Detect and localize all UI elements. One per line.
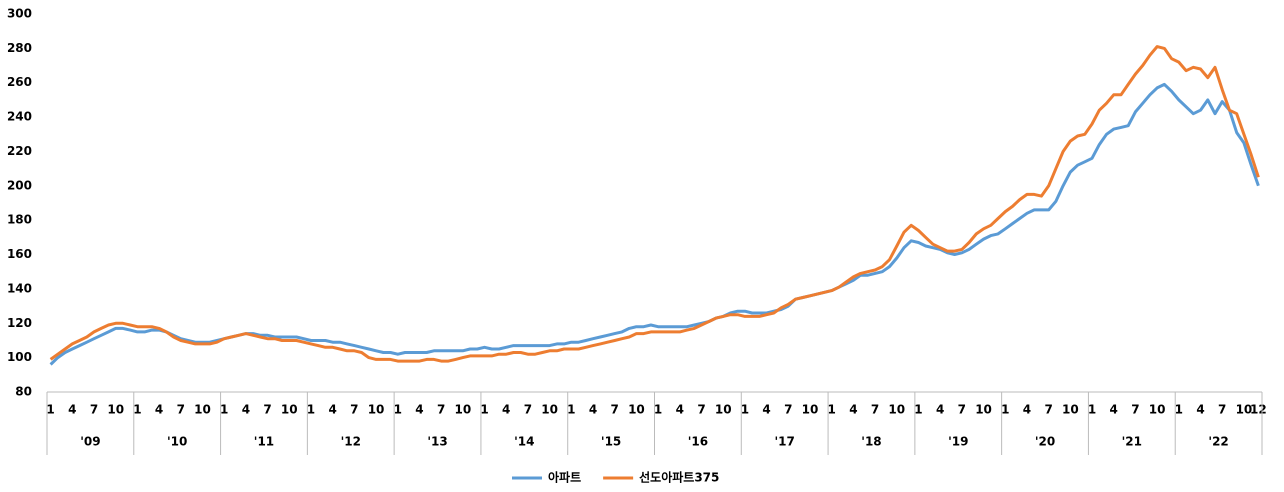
y-tick-label: 300: [7, 7, 32, 21]
x-tick-label: 7: [958, 403, 966, 417]
x-tick-label: 4: [676, 403, 684, 417]
x-tick-label: 1: [914, 403, 922, 417]
x-tick-label: 10: [107, 403, 124, 417]
x-group-label: '18: [861, 435, 881, 449]
x-tick-label: 1: [567, 403, 575, 417]
x-tick-label: 1: [133, 403, 141, 417]
y-tick-label: 260: [7, 75, 32, 89]
x-tick-label: 7: [177, 403, 185, 417]
x-tick-label: 4: [1196, 403, 1204, 417]
x-tick-label: 10: [454, 403, 471, 417]
x-tick-label: 4: [68, 403, 76, 417]
x-group-label: '12: [341, 435, 361, 449]
y-tick-label: 80: [15, 385, 32, 399]
x-tick-label: 1: [654, 403, 662, 417]
x-tick-label: 4: [328, 403, 336, 417]
x-tick-label: 10: [541, 403, 558, 417]
x-tick-label: 1: [828, 403, 836, 417]
x-tick-label: 1: [220, 403, 228, 417]
x-tick-label: 1: [46, 403, 54, 417]
x-tick-label: 10: [888, 403, 905, 417]
x-tick-label: 4: [1023, 403, 1031, 417]
x-tick-label: 7: [1218, 403, 1226, 417]
x-group-label: '20: [1035, 435, 1055, 449]
y-tick-label: 140: [7, 281, 32, 295]
x-group-label: '10: [167, 435, 187, 449]
x-tick-label: 7: [90, 403, 98, 417]
x-tick-label: 4: [589, 403, 597, 417]
y-tick-label: 240: [7, 110, 32, 124]
legend-label: 아파트: [548, 470, 581, 485]
x-tick-label: 7: [437, 403, 445, 417]
data-line: [49, 45, 1260, 363]
x-tick-label: 10: [1062, 403, 1079, 417]
x-tick-label: 10: [802, 403, 819, 417]
x-group-label: '22: [1208, 435, 1228, 449]
x-tick-label: 7: [611, 403, 619, 417]
legend-label: 선도아파트375: [639, 470, 719, 485]
y-tick-label: 280: [7, 41, 32, 55]
x-tick-label: 10: [368, 403, 385, 417]
y-tick-label: 220: [7, 144, 32, 158]
x-tick-label: 1: [1001, 403, 1009, 417]
x-group-label: '09: [80, 435, 100, 449]
x-tick-label: 10: [1149, 403, 1166, 417]
x-tick-label: 1: [480, 403, 488, 417]
x-group-label: '21: [1122, 435, 1142, 449]
x-tick-label: 4: [415, 403, 423, 417]
x-tick-label: 4: [849, 403, 857, 417]
x-tick-label: 4: [242, 403, 250, 417]
y-tick-label: 120: [7, 316, 32, 330]
x-tick-label: 10: [975, 403, 992, 417]
x-tick-label: 7: [524, 403, 532, 417]
x-group-label: '11: [254, 435, 274, 449]
x-tick-label: 1: [741, 403, 749, 417]
x-tick-label: 1: [1175, 403, 1183, 417]
x-tick-label: 4: [762, 403, 770, 417]
x-tick-label: 1: [307, 403, 315, 417]
y-tick-label: 200: [7, 178, 32, 192]
y-tick-label: 180: [7, 213, 32, 227]
x-tick-label: 7: [871, 403, 879, 417]
x-tick-label: 7: [784, 403, 792, 417]
x-group-label: '19: [948, 435, 968, 449]
x-tick-label: 1: [1088, 403, 1096, 417]
data-line: [49, 82, 1260, 366]
x-tick-label: 10: [194, 403, 211, 417]
y-tick-label: 160: [7, 247, 32, 261]
x-tick-label: 7: [350, 403, 358, 417]
x-group-label: '15: [601, 435, 621, 449]
x-tick-label: 4: [502, 403, 510, 417]
x-tick-label: 1: [394, 403, 402, 417]
x-tick-label: 7: [263, 403, 271, 417]
x-tick-label: 4: [155, 403, 163, 417]
x-tick-label: 7: [1044, 403, 1052, 417]
y-tick-label: 100: [7, 350, 32, 364]
x-tick-label: 10: [715, 403, 732, 417]
x-group-label: '16: [688, 435, 708, 449]
x-tick-label: 10: [281, 403, 298, 417]
x-group-label: '14: [514, 435, 534, 449]
x-tick-label: 10: [1236, 403, 1253, 417]
x-group-label: '13: [427, 435, 447, 449]
x-tick-label: 10: [628, 403, 645, 417]
x-tick-label: 4: [936, 403, 944, 417]
x-tick-label: 7: [697, 403, 705, 417]
x-tick-label: 7: [1131, 403, 1139, 417]
x-tick-label: 4: [1110, 403, 1118, 417]
x-tick-label: 12: [1250, 403, 1267, 417]
x-group-label: '17: [774, 435, 794, 449]
